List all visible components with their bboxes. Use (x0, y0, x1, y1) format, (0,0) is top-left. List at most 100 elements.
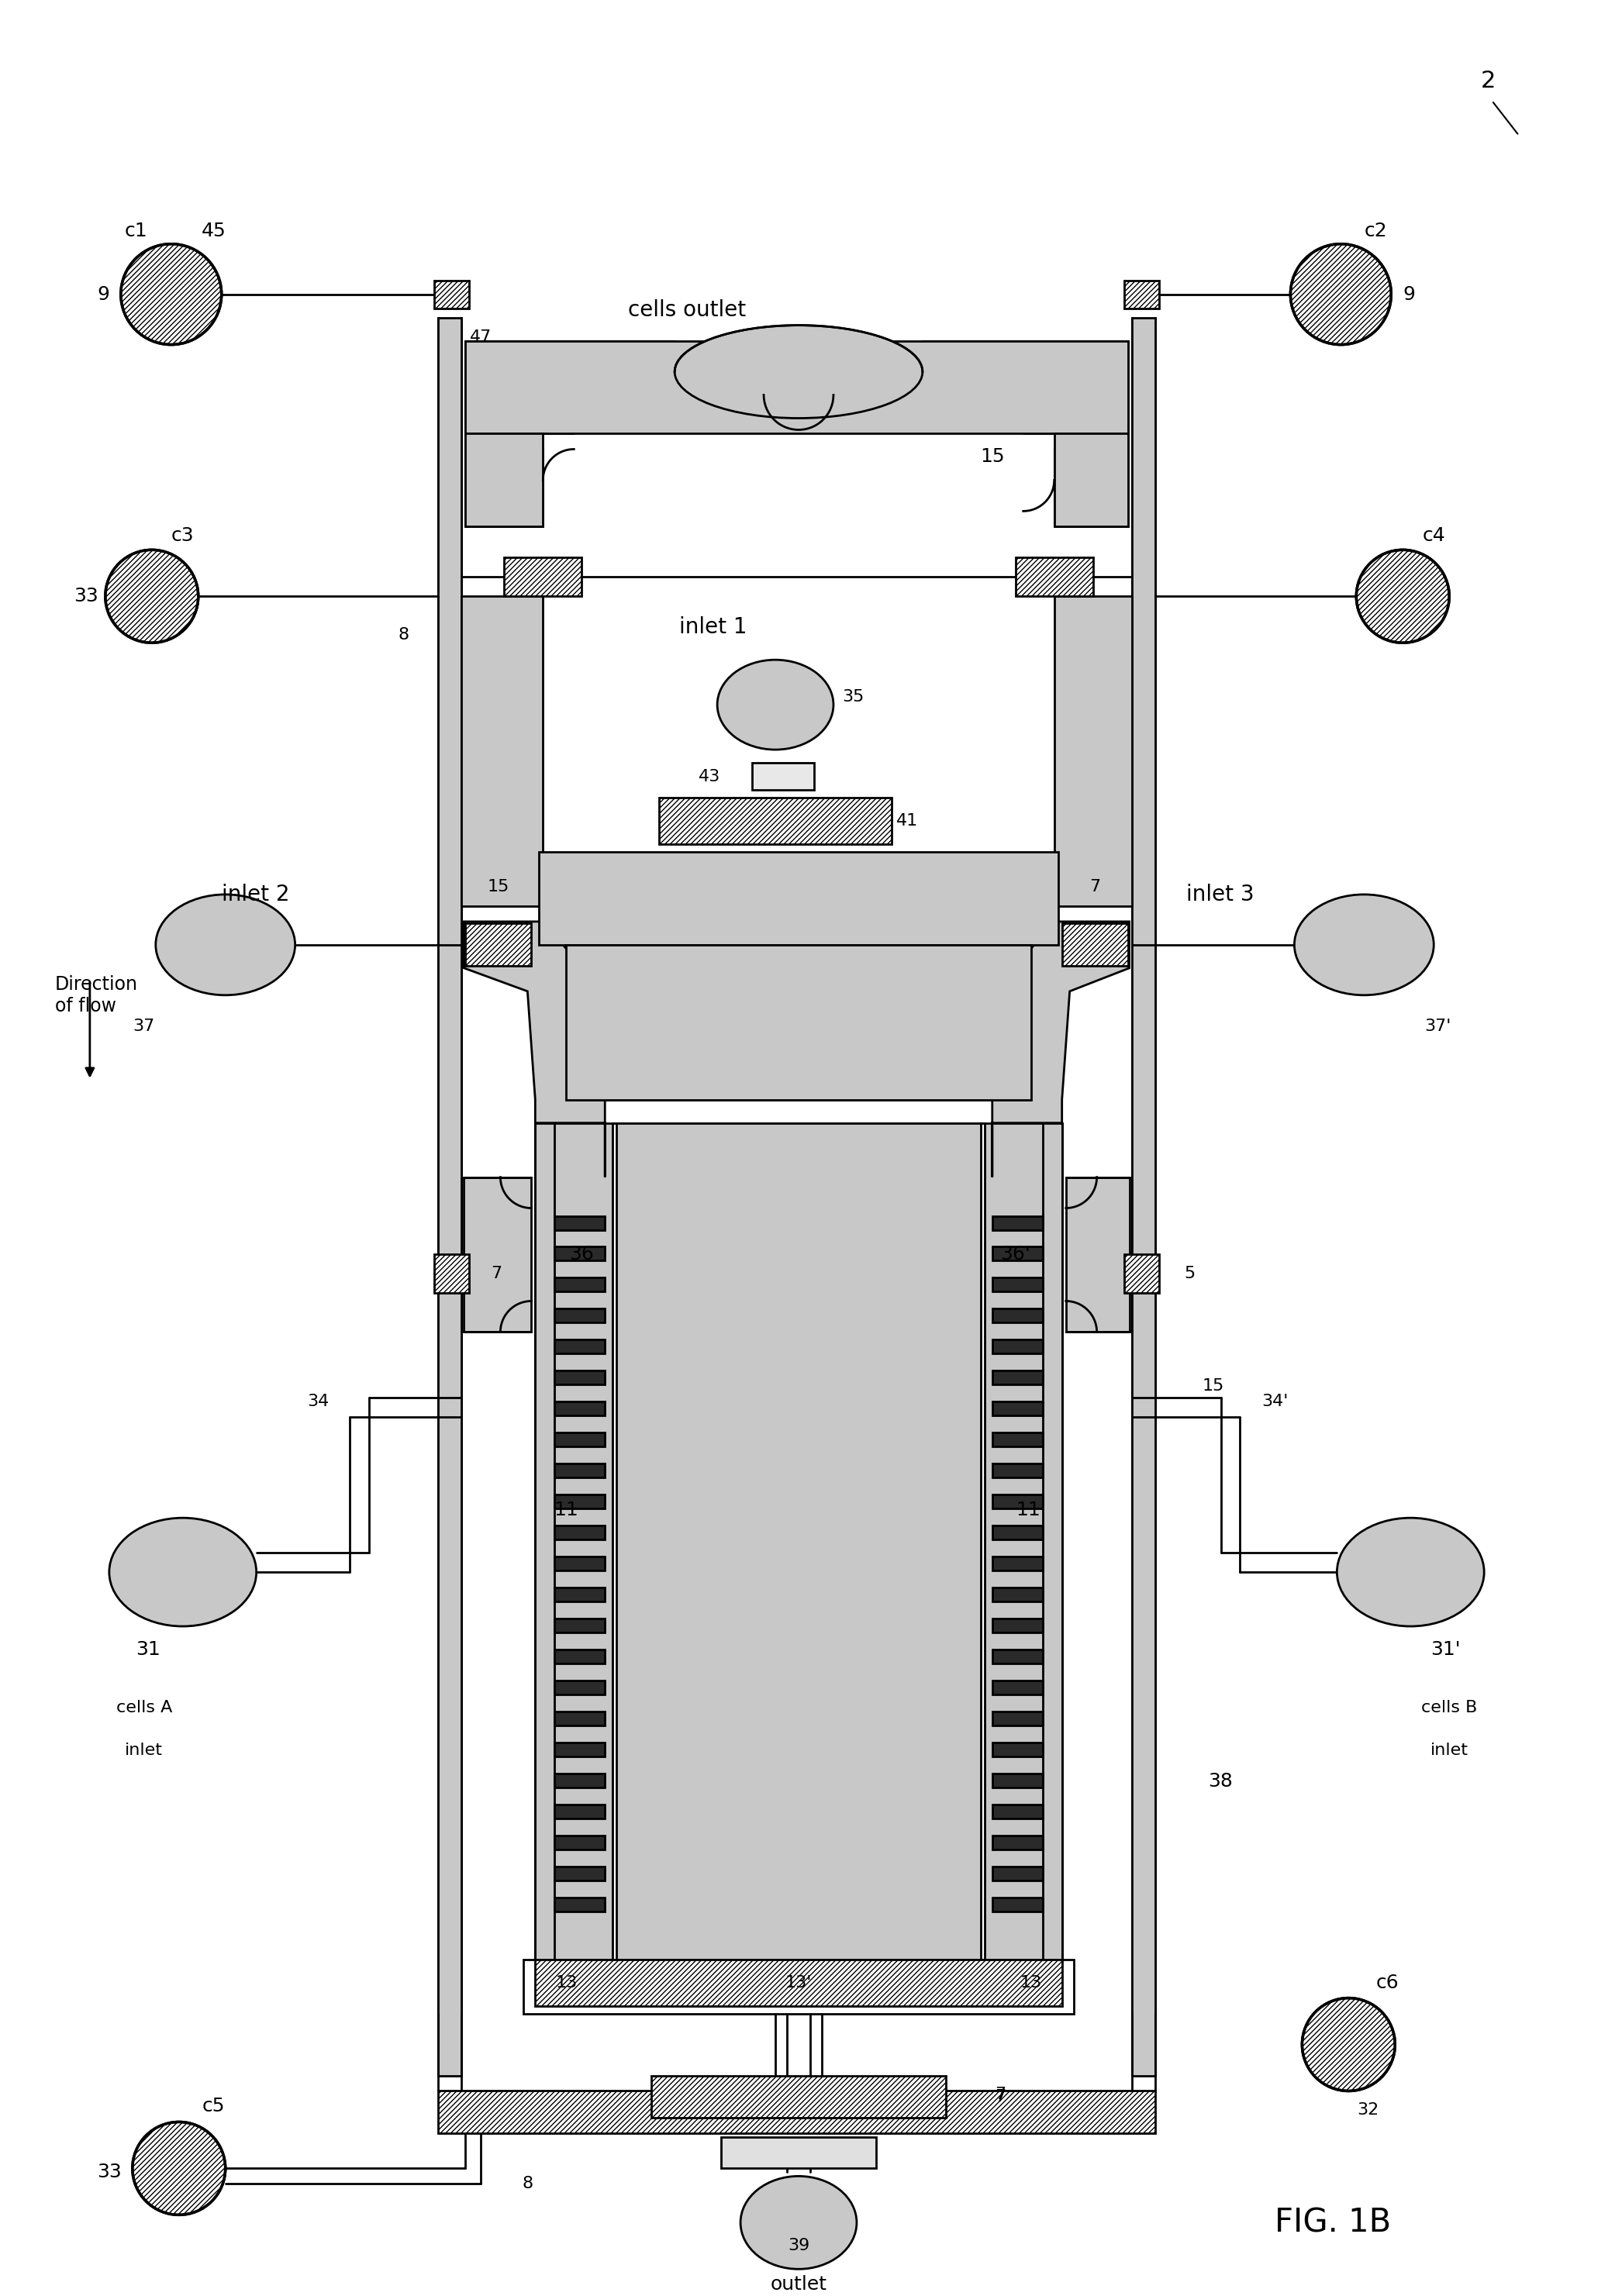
Bar (535, 1958, 1063, 2007)
Text: 47: 47 (470, 328, 493, 344)
Text: 32: 32 (1357, 2103, 1379, 2119)
Bar (992, 1805, 1043, 1818)
Bar (992, 1587, 1043, 1603)
Ellipse shape (717, 659, 833, 751)
Bar (462, 597, 543, 907)
Bar (651, 2076, 946, 2119)
Text: 9: 9 (1403, 285, 1415, 303)
Bar (992, 1247, 1043, 1261)
Bar (554, 1525, 606, 1541)
Text: 8: 8 (522, 2177, 533, 2193)
Text: 7: 7 (1090, 879, 1101, 895)
Text: c2: c2 (1365, 220, 1387, 241)
Bar (753, 762, 814, 790)
Text: 2: 2 (1481, 71, 1495, 92)
Circle shape (105, 549, 199, 643)
Bar (1066, 1178, 1129, 1332)
Bar (617, 1123, 980, 1958)
Text: 11: 11 (554, 1502, 578, 1520)
Bar (992, 1403, 1043, 1417)
Bar (438, 2092, 1155, 2133)
Bar (992, 1743, 1043, 1756)
Bar (1124, 1254, 1160, 1293)
Text: inlet 2: inlet 2 (221, 884, 289, 905)
Bar (992, 1525, 1043, 1541)
Text: 15: 15 (1202, 1378, 1224, 1394)
Bar (464, 1178, 531, 1332)
Text: 11': 11' (1016, 1502, 1047, 1520)
Bar (554, 1495, 606, 1508)
Bar (1055, 597, 1132, 907)
Text: 41: 41 (896, 813, 917, 829)
Circle shape (1357, 549, 1449, 643)
Ellipse shape (110, 1518, 257, 1626)
Circle shape (132, 2122, 226, 2216)
Text: 37: 37 (132, 1019, 155, 1033)
Text: 34': 34' (1261, 1394, 1289, 1410)
Text: Direction
of flow: Direction of flow (55, 976, 137, 1015)
Text: 15: 15 (488, 879, 509, 895)
Text: 9: 9 (97, 285, 110, 303)
Bar (992, 1217, 1043, 1231)
Bar (465, 434, 543, 526)
Bar (992, 1681, 1043, 1694)
Text: inlet 1: inlet 1 (680, 615, 748, 638)
Bar (554, 1217, 606, 1231)
Text: c3: c3 (171, 526, 194, 544)
Text: 45: 45 (202, 220, 226, 241)
Text: cells outlet: cells outlet (628, 298, 746, 321)
Bar (567, 946, 1030, 1100)
Ellipse shape (675, 326, 922, 418)
Bar (992, 1867, 1043, 1880)
Bar (992, 1557, 1043, 1570)
Bar (465, 923, 531, 967)
Bar (554, 1711, 606, 1724)
Bar (1016, 558, 1093, 597)
Text: 5: 5 (1184, 1265, 1195, 1281)
Bar (554, 1587, 606, 1603)
Bar (554, 1681, 606, 1694)
Bar (612, 1123, 985, 1958)
Text: c5: c5 (202, 2096, 224, 2115)
Bar (554, 1279, 606, 1293)
Bar (554, 1896, 606, 1910)
Bar (554, 1867, 606, 1880)
Bar (465, 340, 1127, 434)
Bar (554, 1743, 606, 1756)
Bar (554, 1433, 606, 1446)
Bar (1132, 317, 1155, 2076)
Text: inlet: inlet (124, 1743, 163, 1759)
Bar (554, 1247, 606, 1261)
Polygon shape (992, 921, 1129, 1178)
Text: c1: c1 (124, 220, 149, 241)
Text: inlet: inlet (1431, 1743, 1468, 1759)
Bar (554, 1805, 606, 1818)
Bar (992, 1279, 1043, 1293)
Bar (554, 1619, 606, 1632)
Bar (992, 1371, 1043, 1384)
Text: cells B: cells B (1421, 1699, 1478, 1715)
Bar (992, 1341, 1043, 1355)
Bar (554, 1403, 606, 1417)
Bar (554, 1835, 606, 1848)
Text: 43: 43 (699, 769, 720, 785)
Text: 13: 13 (1021, 1975, 1042, 1991)
Text: 15: 15 (980, 448, 1005, 466)
Text: 31: 31 (136, 1639, 160, 1658)
Bar (535, 1123, 1063, 1958)
Polygon shape (464, 921, 606, 1178)
Bar (992, 1495, 1043, 1508)
Text: 7: 7 (995, 2087, 1006, 2103)
Ellipse shape (1337, 1518, 1484, 1626)
Text: 38: 38 (1208, 1773, 1234, 1791)
Bar (992, 1309, 1043, 1322)
Ellipse shape (741, 2177, 856, 2268)
Bar (554, 1341, 606, 1355)
Bar (554, 1463, 606, 1479)
Text: 7: 7 (995, 2089, 1006, 2105)
Bar (554, 1649, 606, 1665)
Bar (992, 1896, 1043, 1910)
Bar (438, 317, 462, 2076)
Bar (554, 1557, 606, 1570)
Bar (1063, 923, 1127, 967)
